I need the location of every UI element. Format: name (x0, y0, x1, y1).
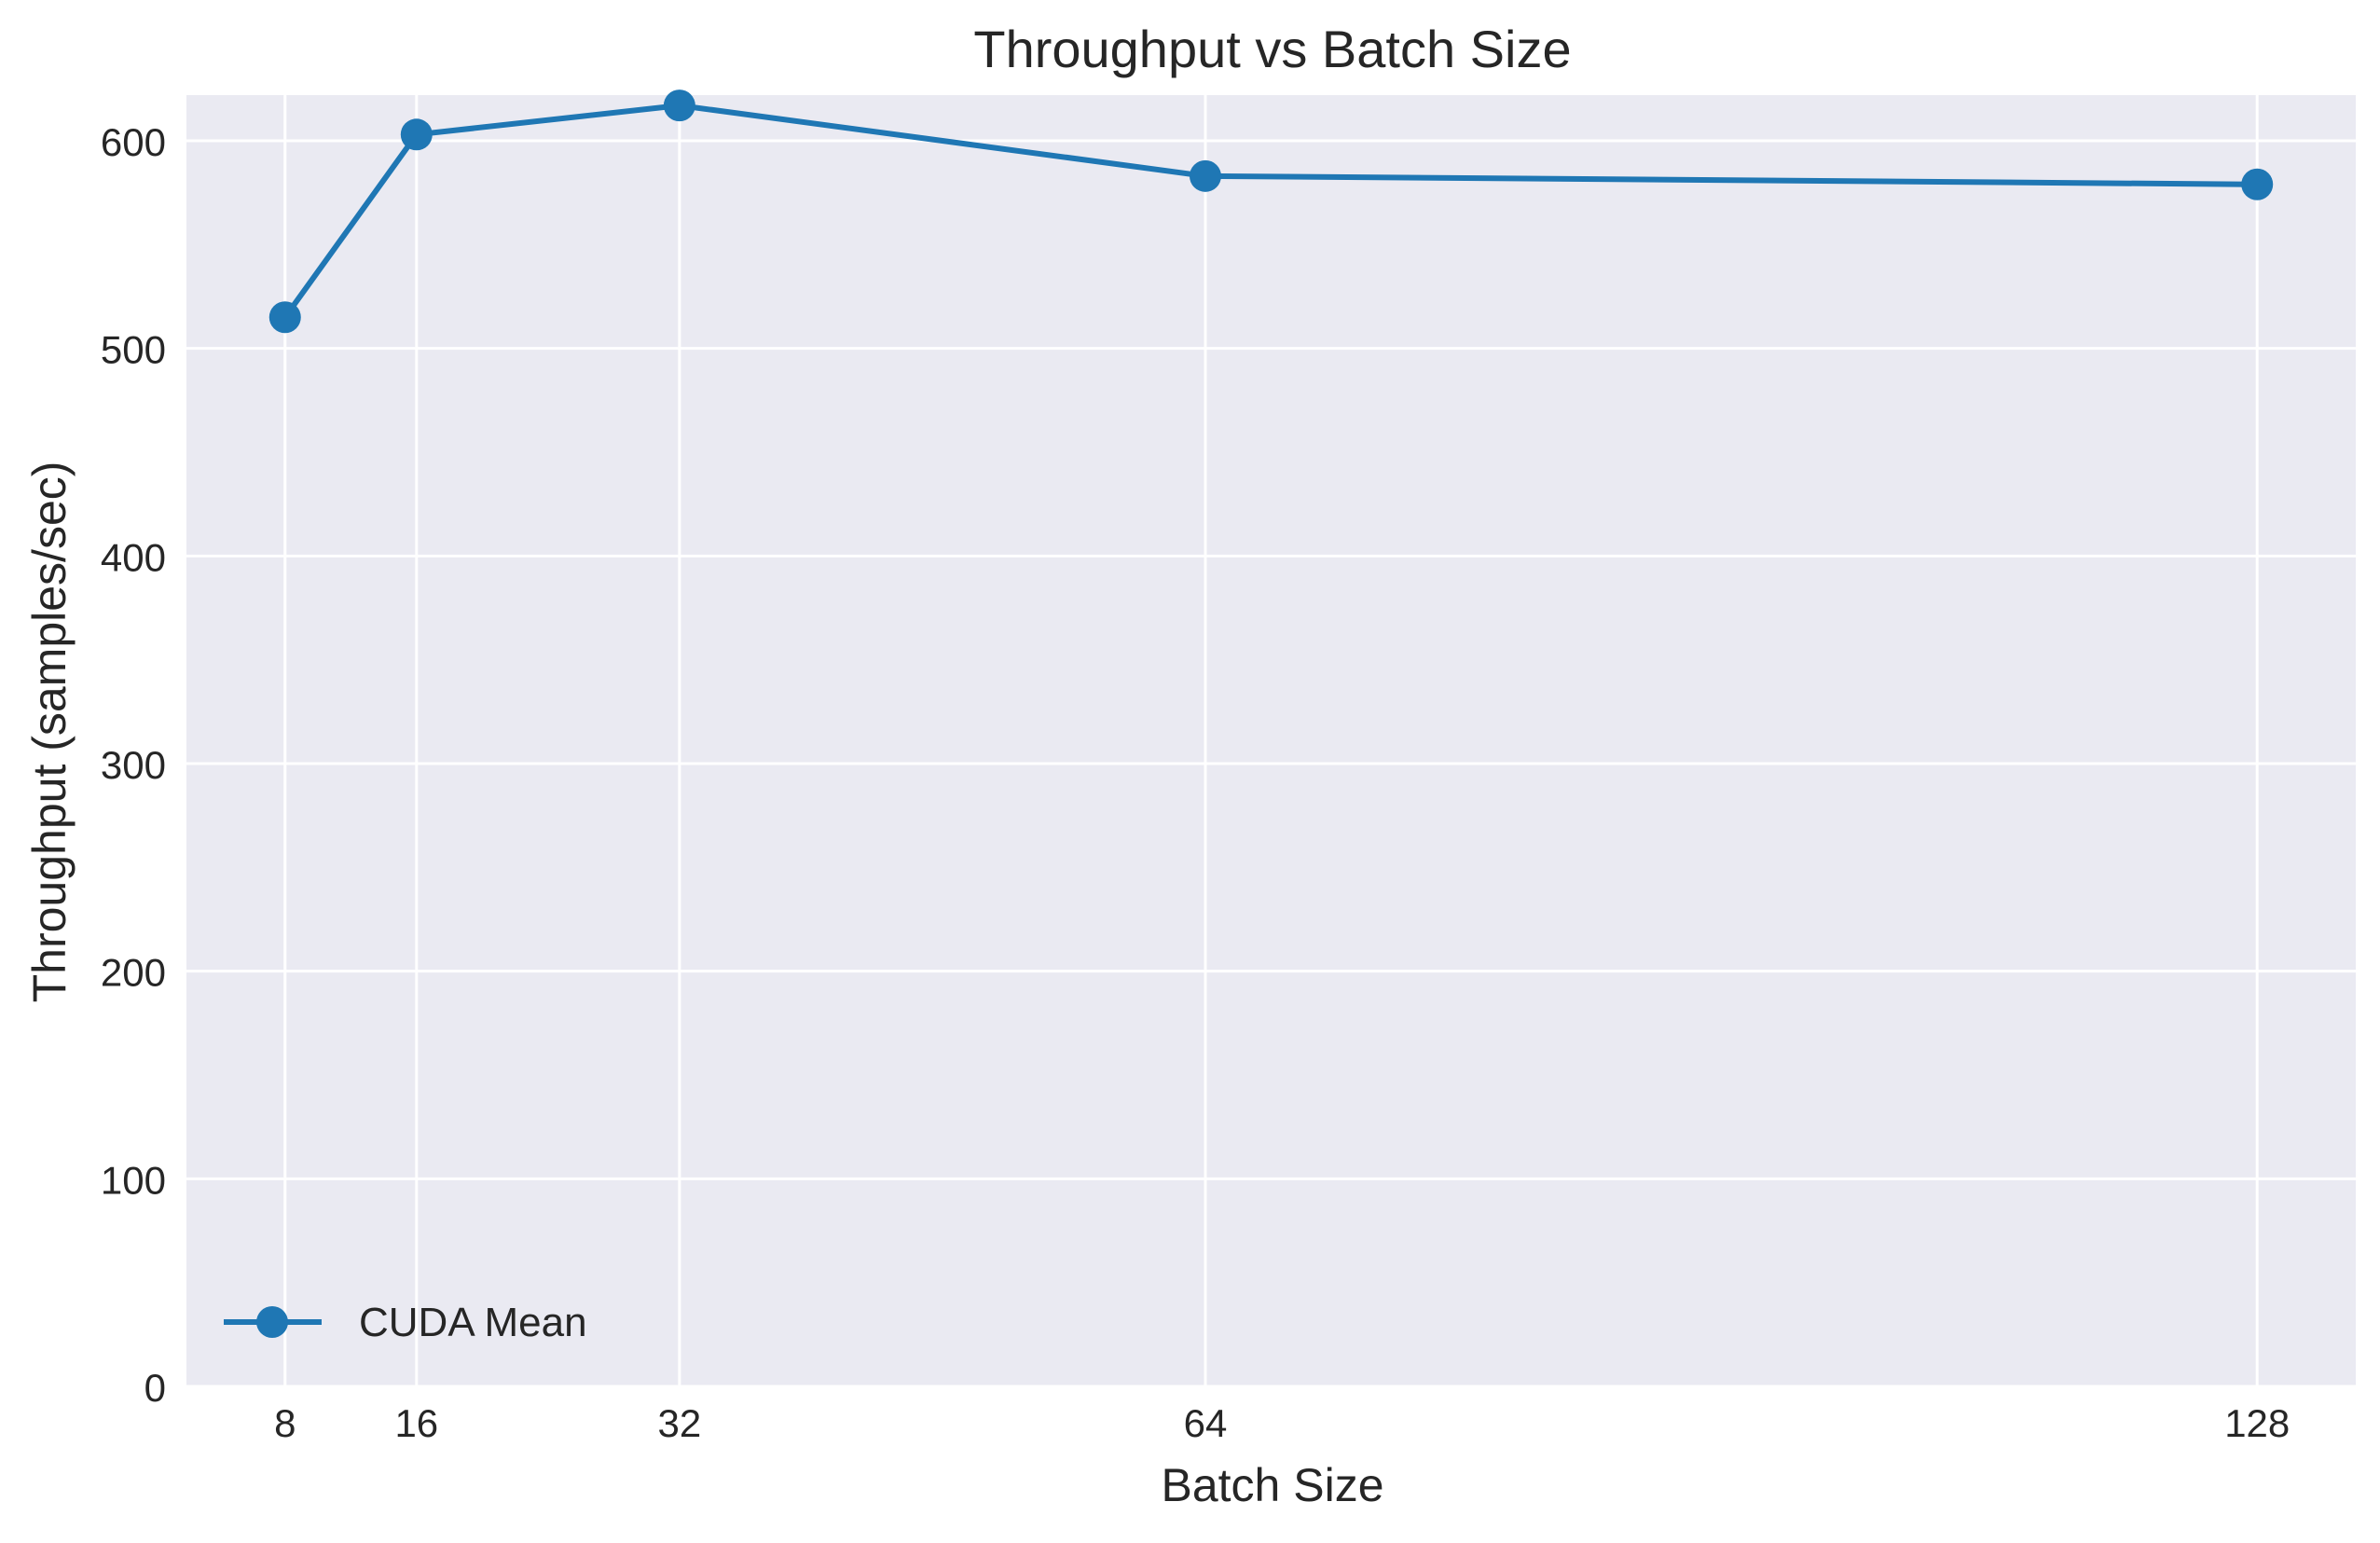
x-tick-label-64: 64 (1184, 1401, 1228, 1445)
tick-labels: 0 100 200 300 400 500 600 8 16 32 64 128 (101, 120, 2290, 1445)
x-tick-label-16: 16 (394, 1401, 438, 1445)
y-tick-label-300: 300 (101, 743, 166, 787)
data-point-16 (400, 118, 433, 151)
plot-area (186, 95, 2356, 1386)
x-tick-label-128: 128 (2224, 1401, 2290, 1445)
legend: CUDA Mean (224, 1300, 587, 1345)
x-tick-label-8: 8 (274, 1401, 296, 1445)
legend-label-cuda-mean: CUDA Mean (359, 1300, 587, 1345)
data-point-64 (1189, 159, 1221, 192)
data-point-32 (663, 90, 695, 122)
y-tick-label-200: 200 (101, 951, 166, 995)
legend-marker-cuda-mean (256, 1306, 288, 1338)
y-tick-label-0: 0 (144, 1366, 166, 1410)
data-point-8 (268, 301, 301, 334)
y-tick-label-500: 500 (101, 328, 166, 372)
y-tick-label-600: 600 (101, 120, 166, 164)
y-tick-label-400: 400 (101, 535, 166, 579)
x-axis-label: Batch Size (1161, 1459, 1383, 1511)
series (268, 90, 2274, 334)
x-tick-label-32: 32 (658, 1401, 702, 1445)
y-axis-label: Throughput (samples/sec) (23, 462, 76, 1003)
grid (186, 95, 2356, 1388)
y-tick-label-100: 100 (101, 1158, 166, 1202)
chart-title: Throughput vs Batch Size (973, 20, 1571, 78)
data-point-128 (2241, 168, 2274, 200)
